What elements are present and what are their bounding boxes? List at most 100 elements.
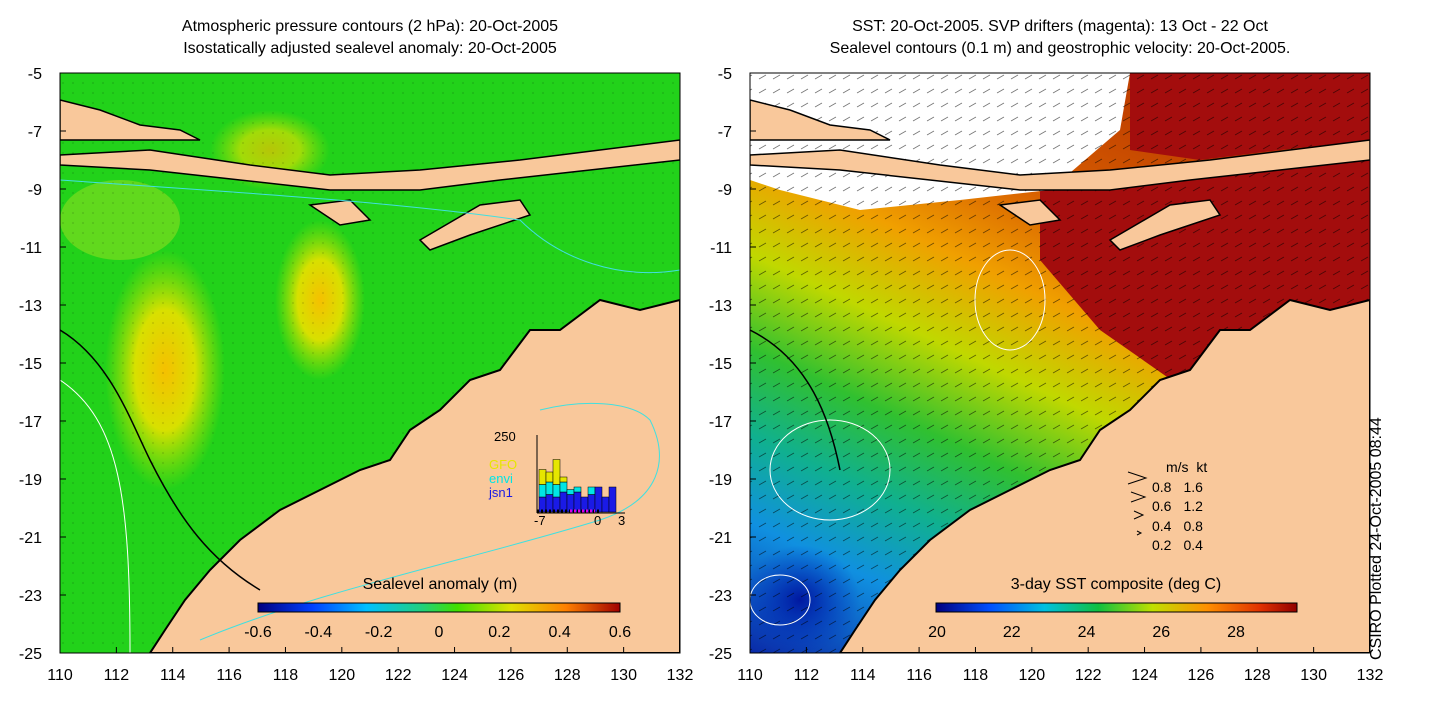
lon-tick-label-left: 124 — [441, 667, 468, 684]
velocity-key-header: m/s kt — [1166, 458, 1207, 478]
inset-x-tick-label: -7 — [534, 513, 546, 528]
sla-colorbar-ticks: -0.6 -0.4 -0.2 0 0.2 0.4 0.6 — [228, 624, 648, 646]
inset-x-ticks: -7 0 3 — [530, 513, 630, 529]
inset-legend-item: jsn1 — [489, 485, 513, 500]
sst-colorbar — [935, 602, 1298, 613]
lat-tick-label-left: -9 — [28, 182, 42, 199]
velocity-key-arrows — [1127, 471, 1148, 536]
lon-tick-label-left: 130 — [610, 667, 637, 684]
left-land-lesser-sunda — [60, 139, 680, 191]
left-inset-chart — [536, 435, 625, 514]
colorbar-tick-label: 0 — [434, 624, 444, 641]
inset-bar-gfo — [552, 459, 561, 485]
velocity-key-header-ms: m/s — [1166, 459, 1189, 475]
inset-bar-envi — [545, 481, 554, 495]
right-sealevel-contour-2 — [769, 419, 891, 521]
lat-tick-label-left: -25 — [19, 646, 42, 663]
lon-tick-label-left: 128 — [554, 667, 581, 684]
left-pressure-contour — [60, 379, 131, 653]
lat-tick-label-left: -17 — [19, 414, 42, 431]
colorbar-tick-label: -0.6 — [244, 624, 272, 641]
lat-tick-label-right: -11 — [710, 240, 732, 257]
sst-colorbar-ticks: 20 22 24 26 28 — [916, 624, 1316, 646]
left-title-line1: Atmospheric pressure contours (2 hPa): 2… — [181, 18, 559, 35]
velocity-key-ms: 0.8 — [1152, 478, 1172, 495]
right-shelf-break — [750, 329, 841, 471]
left-shelf-break — [60, 329, 261, 591]
inset-bar-jsn1 — [566, 494, 575, 513]
left-title: Atmospheric pressure contours (2 hPa): 2… — [60, 16, 680, 60]
velocity-key-arrow-0.6 — [1130, 491, 1147, 503]
lat-tick-label-left: -15 — [19, 356, 42, 373]
lon-tick-label-left: 112 — [104, 667, 130, 684]
lon-tick-label-left: 110 — [47, 667, 73, 684]
right-sealevel-contour-1 — [974, 249, 1046, 351]
right-land-australia — [838, 298, 1370, 653]
inset-bar-envi — [587, 486, 596, 495]
inset-bar-jsn1 — [608, 486, 617, 513]
left-land-australia — [148, 298, 680, 653]
lat-tick-label-right: -7 — [718, 124, 732, 141]
velocity-key-row: 0.2 0.4 — [1152, 536, 1207, 556]
sst-colorbar-label: 3-day SST composite (deg C) — [1010, 576, 1222, 593]
velocity-key-arrow-0.2 — [1136, 530, 1143, 536]
lon-tick-label-left: 126 — [498, 667, 525, 684]
inset-legend-item: envi — [489, 471, 513, 486]
lon-tick-label-right: 126 — [1188, 667, 1215, 684]
left-land-timor — [418, 199, 532, 251]
lat-tick-label-right: -19 — [709, 472, 732, 489]
velocity-key-row: 0.6 1.2 — [1152, 497, 1207, 517]
lat-tick-label-left: -7 — [28, 124, 42, 141]
inset-bar-envi — [566, 489, 575, 495]
velocity-key-ms: 0.6 — [1152, 498, 1172, 514]
colorbar-tick-label: -0.4 — [304, 624, 333, 641]
right-title-line2: Sealevel contours (0.1 m) and geostrophi… — [829, 40, 1291, 57]
velocity-key-row: 0.4 0.8 — [1152, 517, 1207, 537]
velocity-key-ms: 0.4 — [1152, 517, 1172, 534]
plot-footer: CSIRO Plotted 24-Oct-2005 08:44 — [1368, 417, 1385, 660]
lon-tick-label-right: 114 — [850, 667, 876, 684]
lon-tick-label-right: 128 — [1244, 667, 1271, 684]
inset-bar-envi — [573, 486, 582, 493]
lat-tick-label-right: -21 — [709, 530, 732, 547]
lat-tick-label-right: -23 — [709, 588, 732, 605]
right-title-line1: SST: 20-Oct-2005. SVP drifters (magenta)… — [852, 18, 1268, 35]
colorbar-tick-label: 26 — [1152, 624, 1171, 641]
lon-tick-label-right: 116 — [906, 667, 932, 684]
colorbar-tick-label: 28 — [1227, 624, 1245, 641]
lat-tick-label-right: -13 — [709, 298, 732, 315]
inset-bar-jsn1 — [559, 491, 568, 513]
sla-colorbar — [257, 602, 621, 613]
lat-tick-label-left: -13 — [19, 298, 42, 315]
colorbar-tick-label: -0.2 — [364, 624, 393, 641]
lon-tick-label-right: 130 — [1300, 667, 1327, 684]
right-land-timor — [1108, 199, 1222, 251]
lat-tick-label-right: -9 — [718, 182, 732, 199]
lon-tick-label-right: 122 — [1075, 667, 1102, 684]
lon-tick-label-left: 114 — [160, 667, 186, 684]
lon-tick-label-right: 110 — [737, 667, 763, 684]
sla-colorbar-label: Sealevel anomaly (m) — [362, 576, 518, 593]
colorbar-tick-label: 22 — [1002, 624, 1021, 641]
velocity-key-rows: 0.8 1.6 0.6 1.2 0.4 0.8 0.2 0.4 — [1152, 478, 1207, 556]
velocity-key-ms: 0.2 — [1152, 537, 1172, 553]
inset-bar-jsn1 — [594, 486, 603, 513]
lon-tick-label-left: 122 — [385, 667, 412, 684]
inset-bar-jsn1 — [545, 494, 554, 513]
velocity-key-kt: 0.4 — [1183, 537, 1203, 553]
lat-tick-label-left: -19 — [19, 472, 42, 489]
inset-legend: GFO envi jsn1 — [489, 458, 517, 500]
right-land-java — [750, 99, 891, 141]
right-land-sumba — [997, 199, 1062, 226]
lat-tick-label-right: -17 — [709, 414, 732, 431]
lat-tick-label-left: -21 — [19, 530, 42, 547]
velocity-key-kt: 1.2 — [1183, 498, 1203, 514]
lat-tick-label-left: -5 — [28, 66, 42, 83]
inset-bar-jsn1 — [587, 494, 596, 513]
inset-bar-gfo — [538, 469, 547, 485]
inset-bars — [538, 459, 617, 513]
lat-tick-label-left: -23 — [19, 588, 42, 605]
colorbar-tick-label: 0.4 — [548, 624, 571, 641]
velocity-key-kt: 0.8 — [1183, 517, 1203, 534]
